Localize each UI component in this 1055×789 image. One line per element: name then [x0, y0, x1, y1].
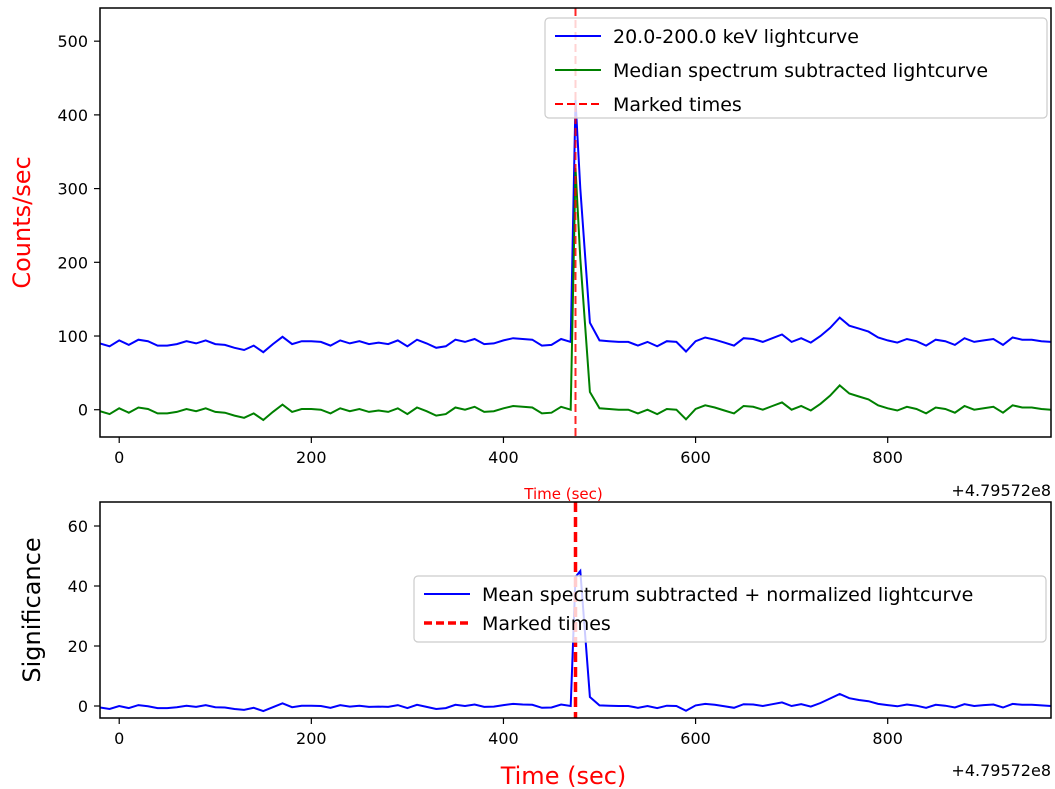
legend-label: 20.0-200.0 keV lightcurve — [613, 26, 859, 48]
y-tick-label: 100 — [57, 327, 88, 346]
x-axis-label: Time (sec) — [523, 485, 602, 503]
y-tick-label: 40 — [68, 577, 88, 596]
axes-frame — [99, 501, 1052, 719]
y-tick-label: 300 — [57, 180, 88, 199]
y-tick-label: 200 — [57, 253, 88, 272]
y-tick-label: 0 — [78, 697, 88, 716]
x-tick-label: 200 — [296, 448, 327, 467]
chart-panel-2: 0 200 400 600 800 0 20 40 60 +4.79572e8 Time (sec)… — [18, 501, 1052, 789]
legend-label: Median spectrum subtracted lightcurve — [613, 60, 988, 82]
y-tick-label: 400 — [57, 106, 88, 125]
y-axis-label: Counts/sec — [8, 156, 36, 288]
x-offset-label: +4.79572e8 — [951, 481, 1051, 500]
legend: 20.0-200.0 keV lightcurve Median spectrum… — [544, 17, 1048, 119]
x-tick-label: 0 — [114, 448, 124, 467]
legend: Mean spectrum subtracted + normalized li… — [413, 575, 1047, 643]
x-axis-label: Time (sec) — [500, 762, 627, 789]
y-tick-label: 20 — [68, 637, 88, 656]
y-tick-label: 500 — [57, 32, 88, 51]
legend-box — [544, 17, 1048, 119]
legend-label: Marked times — [482, 613, 611, 635]
legend-box — [413, 575, 1047, 643]
y-axis-label: Significance — [18, 537, 46, 682]
y-tick-label: 0 — [78, 401, 88, 420]
legend-label: Marked times — [613, 94, 742, 116]
x-offset-label: +4.79572e8 — [951, 761, 1051, 780]
axes-frame — [99, 7, 1052, 438]
x-tick-label: 400 — [488, 448, 519, 467]
x-tick-label: 0 — [114, 729, 124, 748]
x-tick-label: 800 — [872, 448, 903, 467]
y-tick-label: 60 — [68, 517, 88, 536]
legend-label: Mean spectrum subtracted + normalized li… — [482, 584, 973, 606]
x-tick-label: 400 — [488, 729, 519, 748]
x-tick-label: 600 — [680, 729, 711, 748]
x-tick-label: 200 — [296, 729, 327, 748]
chart-panel-1: 0 200 400 600 800 0 100 200 300 400 500 +4.79572e8 T… — [8, 7, 1052, 503]
x-tick-label: 800 — [872, 729, 903, 748]
x-tick-label: 600 — [680, 448, 711, 467]
